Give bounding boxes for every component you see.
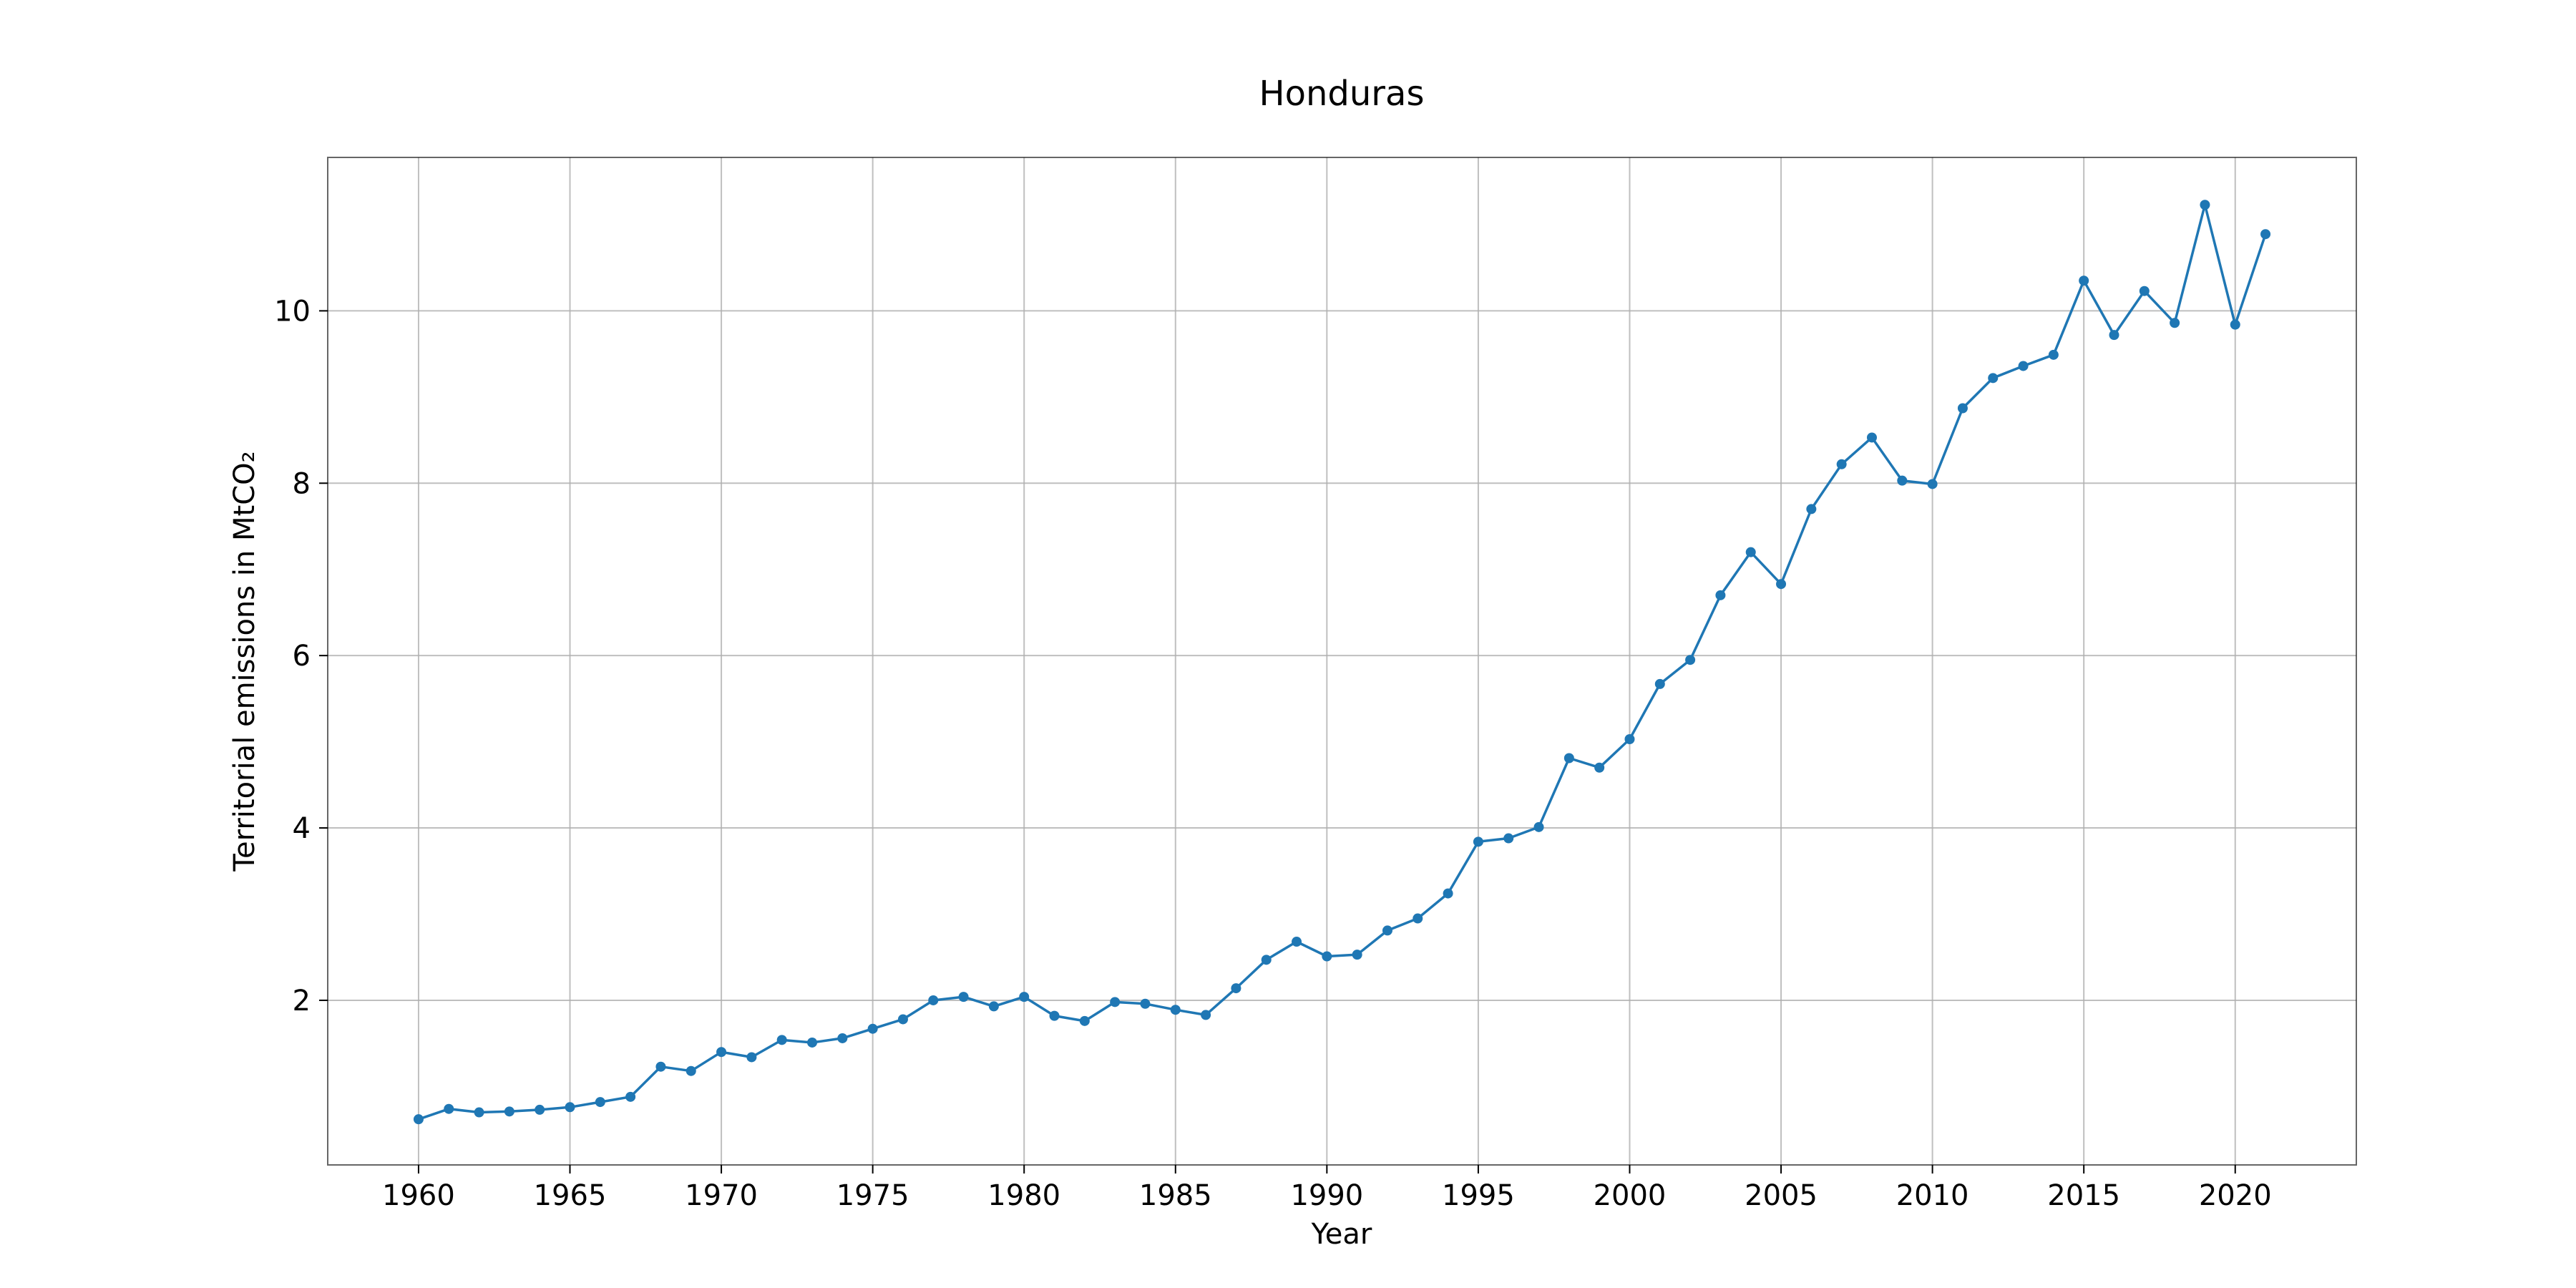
data-point bbox=[535, 1104, 545, 1115]
data-point bbox=[1594, 762, 1605, 773]
data-point bbox=[807, 1037, 818, 1048]
data-point bbox=[1776, 579, 1787, 590]
data-point bbox=[1382, 925, 1392, 936]
data-point bbox=[2170, 318, 2180, 328]
data-point bbox=[1261, 955, 1272, 965]
series-group bbox=[413, 200, 2271, 1125]
data-point bbox=[686, 1065, 696, 1076]
x-tick-label: 2000 bbox=[1594, 1179, 1667, 1212]
data-point bbox=[655, 1061, 666, 1072]
data-point bbox=[1836, 459, 1847, 469]
data-point bbox=[504, 1106, 514, 1117]
data-point bbox=[1292, 937, 1302, 947]
data-point bbox=[1866, 432, 1877, 443]
data-point bbox=[1079, 1015, 1090, 1026]
data-point bbox=[2200, 200, 2210, 210]
data-point bbox=[1563, 753, 1574, 763]
chart-title: Honduras bbox=[1259, 74, 1425, 114]
x-tick-label: 1970 bbox=[685, 1179, 758, 1212]
data-point bbox=[1715, 590, 1726, 600]
data-point bbox=[595, 1097, 605, 1108]
data-point bbox=[1988, 373, 1999, 384]
x-tick-label: 1980 bbox=[987, 1179, 1060, 1212]
data-point bbox=[1049, 1010, 1060, 1021]
data-point bbox=[958, 992, 969, 1002]
data-point bbox=[474, 1107, 484, 1118]
data-point bbox=[565, 1102, 575, 1113]
data-point bbox=[2260, 229, 2271, 240]
data-point bbox=[1503, 833, 1514, 844]
x-tick-label: 2005 bbox=[1745, 1179, 1818, 1212]
data-point bbox=[1745, 547, 1756, 557]
data-point bbox=[2139, 286, 2150, 296]
data-point bbox=[1654, 678, 1665, 689]
x-tick-label: 1975 bbox=[836, 1179, 909, 1212]
data-point bbox=[1927, 479, 1938, 489]
y-axis-label: Territorial emissions in MtCO₂ bbox=[228, 451, 261, 872]
data-point bbox=[1140, 998, 1151, 1009]
data-point bbox=[1201, 1010, 1211, 1020]
data-point bbox=[625, 1091, 636, 1102]
data-point bbox=[1897, 475, 1908, 486]
y-axis: 2 4 6 8 10 bbox=[274, 295, 328, 1018]
x-tick-label: 1965 bbox=[534, 1179, 607, 1212]
data-point bbox=[1110, 997, 1121, 1008]
data-point bbox=[928, 995, 939, 1005]
x-axis: 1960 1965 1970 1975 1980 1985 1990 1995 2000 2005… bbox=[382, 1165, 2272, 1212]
x-tick-label: 1985 bbox=[1139, 1179, 1212, 1212]
data-point bbox=[2048, 349, 2059, 360]
data-point bbox=[837, 1033, 848, 1043]
y-tick-label: 6 bbox=[293, 640, 311, 673]
data-point bbox=[988, 1001, 999, 1012]
y-tick-label: 2 bbox=[293, 985, 311, 1018]
y-tick-label: 8 bbox=[293, 467, 311, 500]
data-point bbox=[776, 1035, 787, 1045]
x-tick-label: 1995 bbox=[1442, 1179, 1515, 1212]
data-point bbox=[1170, 1005, 1181, 1015]
data-point bbox=[1685, 655, 1696, 665]
plot-frame bbox=[327, 157, 2357, 1166]
data-point bbox=[1957, 403, 1968, 414]
x-tick-label: 1990 bbox=[1290, 1179, 1363, 1212]
data-point bbox=[1231, 983, 1241, 994]
data-point bbox=[1533, 821, 1544, 832]
data-point bbox=[444, 1103, 454, 1114]
x-tick-label: 2015 bbox=[2047, 1179, 2120, 1212]
x-tick-label: 2010 bbox=[1896, 1179, 1969, 1212]
data-point bbox=[1019, 992, 1030, 1002]
data-point bbox=[1352, 950, 1362, 960]
data-point bbox=[2018, 361, 2029, 371]
data-point bbox=[1443, 888, 1453, 899]
y-tick-label: 10 bbox=[274, 295, 311, 328]
grid bbox=[328, 157, 2356, 1165]
data-point bbox=[2109, 330, 2119, 341]
data-point bbox=[1806, 504, 1817, 514]
x-tick-label: 2020 bbox=[2199, 1179, 2272, 1212]
data-point bbox=[2079, 275, 2089, 286]
data-point bbox=[1413, 913, 1423, 924]
x-axis-label: Year bbox=[1311, 1218, 1372, 1251]
data-point bbox=[1322, 951, 1332, 962]
data-point bbox=[716, 1047, 727, 1058]
data-point bbox=[413, 1114, 424, 1125]
data-point bbox=[867, 1023, 878, 1034]
data-point bbox=[2230, 319, 2240, 330]
y-tick-label: 4 bbox=[293, 812, 311, 845]
series-line bbox=[418, 203, 2267, 1121]
data-point bbox=[746, 1052, 757, 1063]
data-point bbox=[1473, 836, 1483, 847]
data-point bbox=[1624, 734, 1635, 745]
x-tick-label: 1960 bbox=[382, 1179, 455, 1212]
data-point bbox=[897, 1014, 908, 1025]
